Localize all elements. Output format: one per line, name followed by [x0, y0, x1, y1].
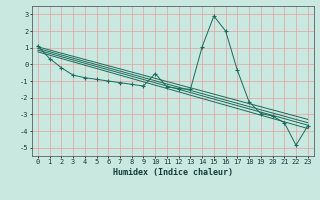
X-axis label: Humidex (Indice chaleur): Humidex (Indice chaleur) [113, 168, 233, 177]
